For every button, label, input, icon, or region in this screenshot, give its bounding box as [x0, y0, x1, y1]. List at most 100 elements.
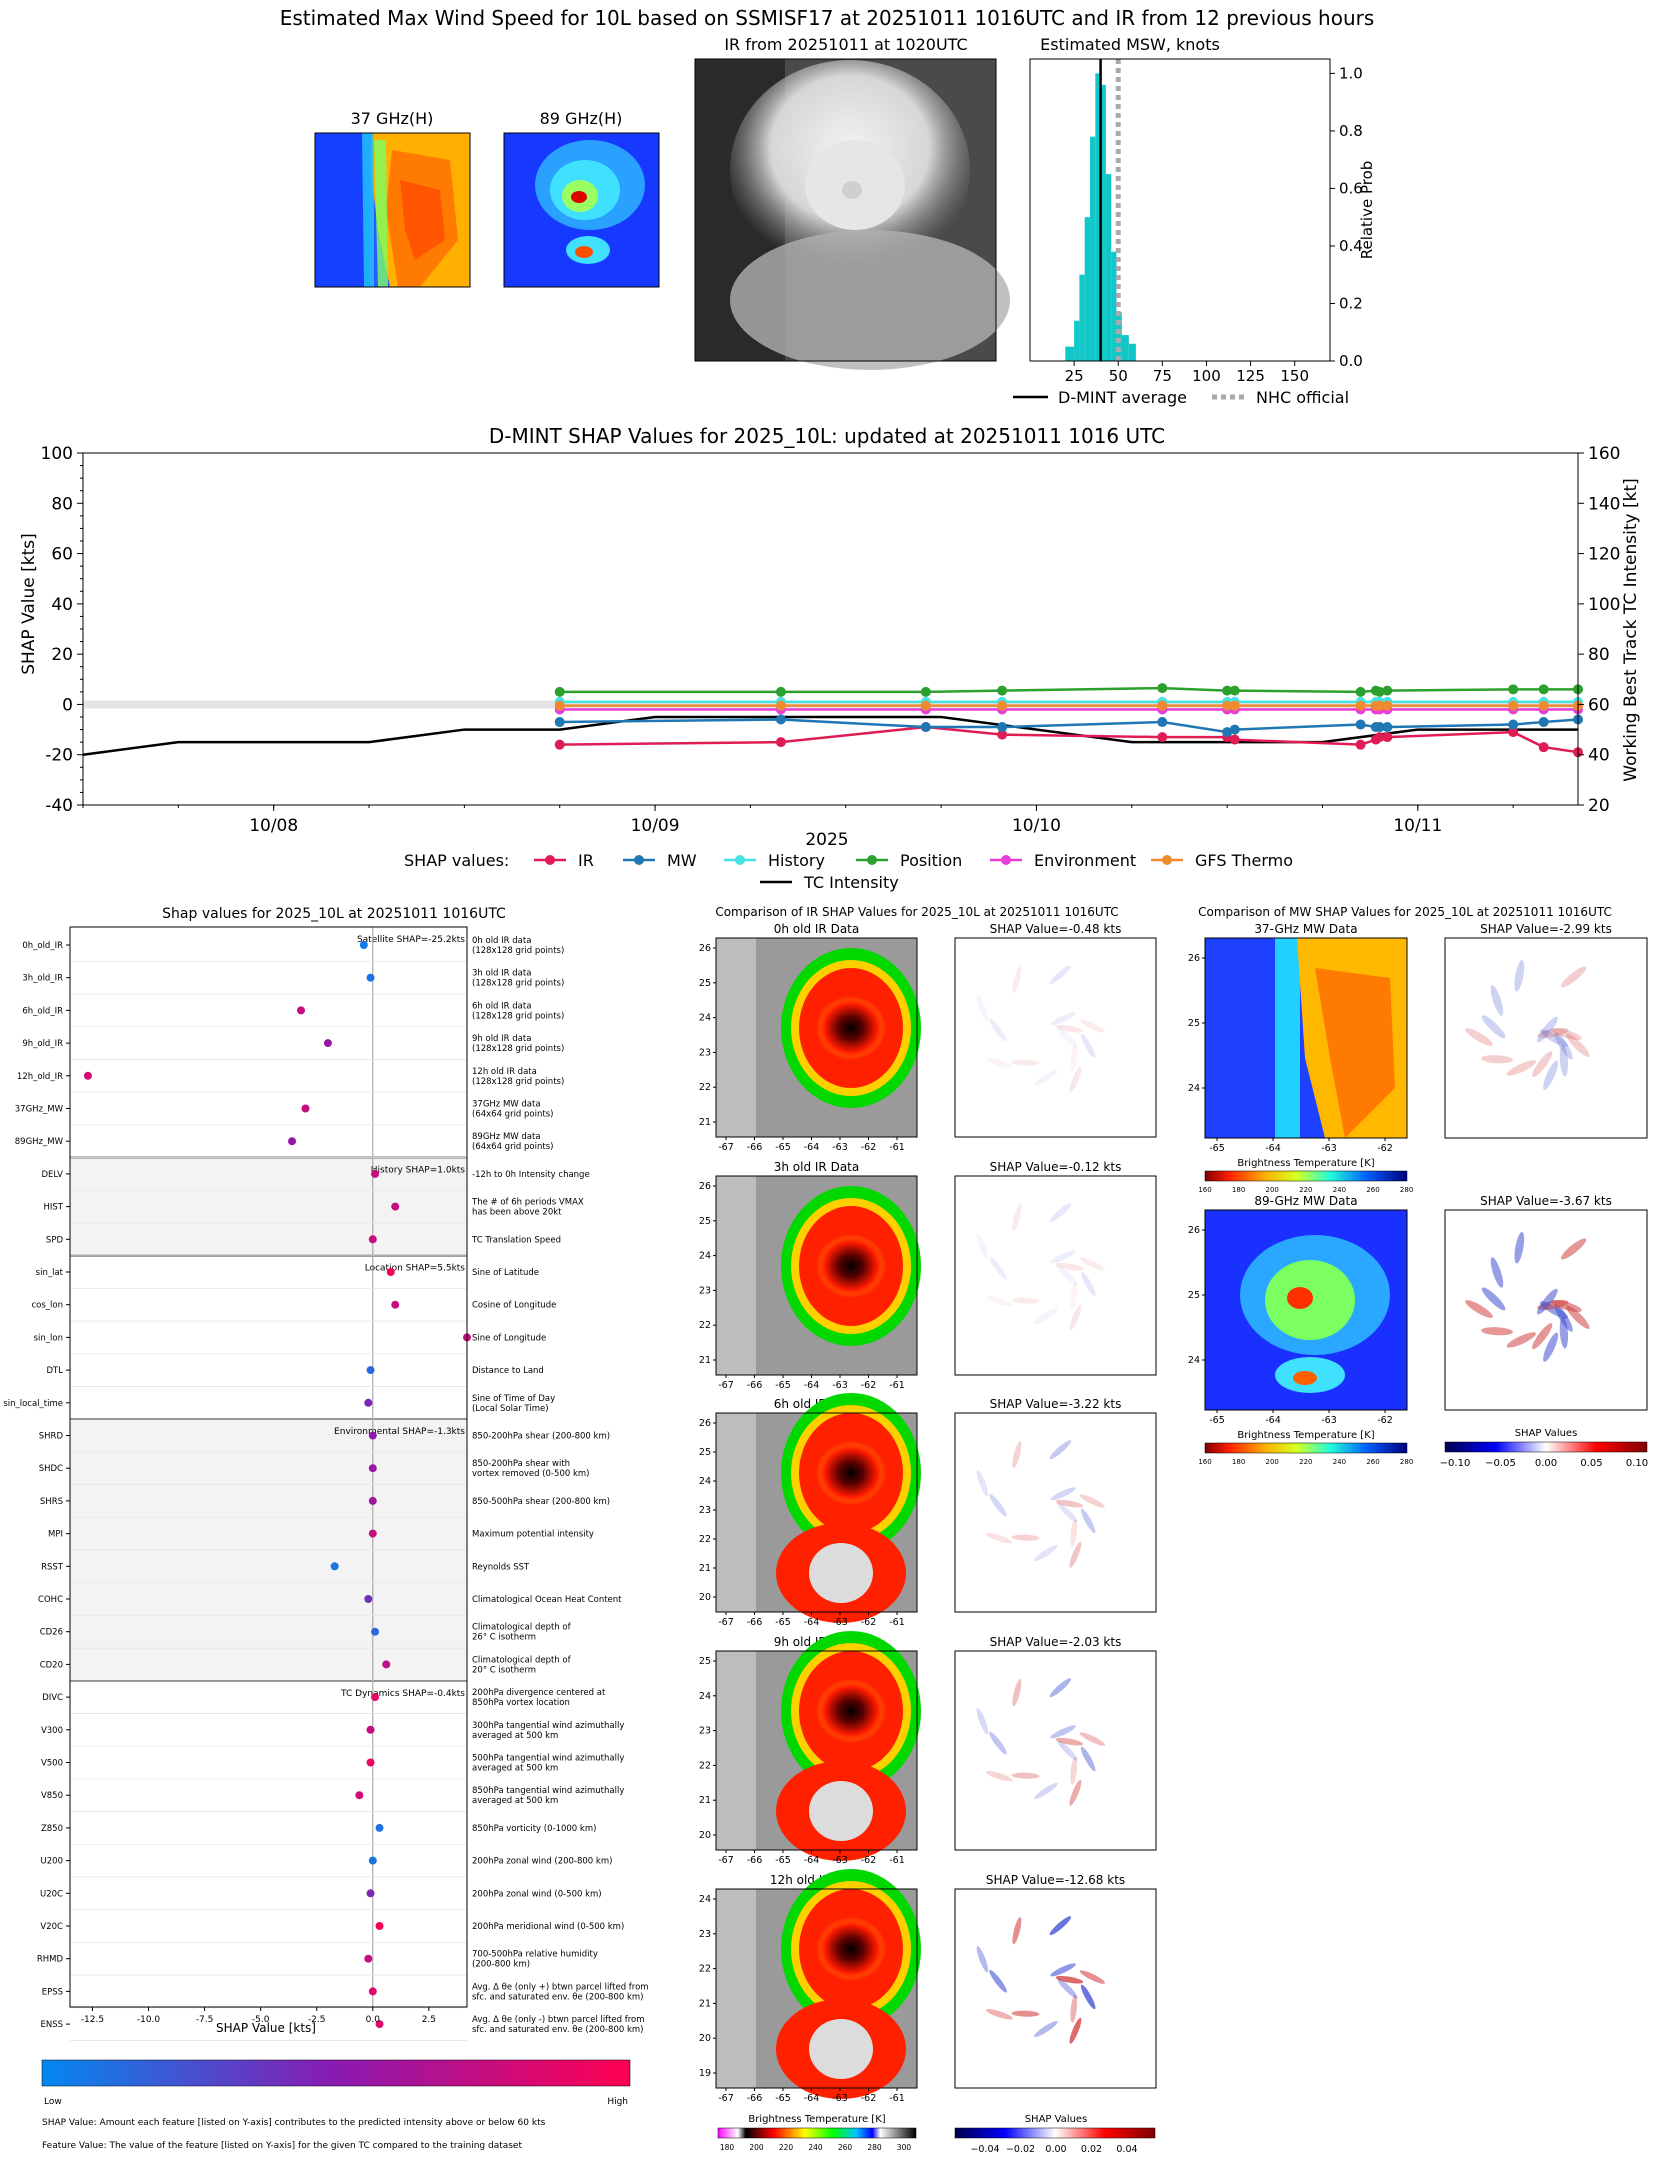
ir-cb-tick: 220	[779, 2143, 794, 2152]
ir-xtick-label: -61	[889, 2093, 905, 2104]
ir-shap-blob	[1069, 2017, 1082, 2044]
ts-point	[1508, 700, 1519, 711]
ir-shap-blob	[1079, 1970, 1106, 1984]
ts-ytick-label: 0	[62, 695, 73, 715]
bar-feature-desc: 850hPa tangential wind azimuthally	[472, 1786, 624, 1796]
msw-ytick-label: 0.2	[1339, 294, 1363, 312]
bar-feature-name: 89GHz_MW	[15, 1137, 64, 1147]
ir-panel-clear	[716, 1889, 756, 2088]
ts-ytick-right-label: 60	[1588, 695, 1610, 715]
msw-xtick-label: 25	[1065, 367, 1084, 385]
ir-xtick-label: -63	[832, 1855, 848, 1866]
ir-shap-blob	[1049, 1678, 1072, 1698]
ts-chart: -40 -20 0 20 40 60 80 100 20 40 60 80 100 120 140 160 10…	[41, 444, 1621, 836]
bar-feature-dot	[382, 1660, 391, 1669]
ir-shap-blob	[986, 2009, 1013, 2020]
bar-feature-desc: (64x64 grid points)	[472, 1110, 553, 1120]
msw-chart: 25 50 75 100 125 150 0.0 0.2 0.4 0.6 0.8 1.0	[1029, 58, 1363, 385]
bar-feature-desc: 26° C isotherm	[472, 1633, 536, 1643]
mw-xtick-label: -64	[1265, 1415, 1281, 1426]
ir-ytick-label: 22	[699, 1320, 711, 1331]
ts-ytick-right-label: 120	[1588, 545, 1620, 565]
ir-image	[694, 58, 1010, 370]
bar-xtick-label: -5.0	[252, 2015, 270, 2025]
mw-shap-blob	[1481, 1327, 1513, 1336]
ts-ytick-label: -20	[45, 746, 73, 766]
bar-feature-desc: 700-500hPa relative humidity	[472, 1950, 598, 1960]
ir-shap-blob	[1050, 1963, 1076, 1977]
colorbar-low: Low	[44, 2097, 62, 2107]
bar-feature-desc: vortex removed (0-500 km)	[472, 1469, 589, 1479]
mw-panel-frame	[1204, 1209, 1408, 1411]
mw-panel-title: 37-GHz MW Data	[1254, 922, 1357, 936]
mw-cb-tick: 220	[1299, 1186, 1312, 1194]
ir-shap-title: SHAP Value=-2.03 kts	[990, 1635, 1122, 1649]
ts-point	[1538, 742, 1549, 753]
ts-xtick-label: 10/10	[1012, 816, 1061, 836]
ir-shap-blob	[1069, 1304, 1082, 1331]
bar-feature-dot	[368, 1464, 377, 1473]
ir-ytick-label: 23	[699, 1505, 711, 1516]
mw-shap-cb-label: SHAP Values	[1515, 1428, 1578, 1439]
ir-ytick-label: 21	[699, 1117, 711, 1128]
ir-ytick-label: 21	[699, 1563, 711, 1574]
ir-shap-blob	[1011, 2010, 1040, 2017]
bar-feature-desc: 37GHz MW data	[472, 1100, 541, 1110]
ir-xtick-label: -62	[861, 2093, 877, 2104]
ir-panel-cold	[809, 2019, 873, 2079]
mw-shap-blob	[1490, 985, 1504, 1016]
mw-shap-blob	[1481, 1287, 1506, 1311]
mw-shap-blob	[1554, 1032, 1573, 1060]
mw-panel-hot	[1315, 968, 1395, 1138]
ts-series-line-mw	[559, 718, 1579, 734]
ts-point	[1374, 722, 1385, 733]
mw-shap-cb-tick: 0.00	[1535, 1458, 1557, 1469]
ir-shap-blob	[989, 1256, 1007, 1280]
bar-feature-desc: 850-200hPa shear with	[472, 1459, 570, 1469]
bar-title: Shap values for 2025_10L at 20251011 101…	[162, 906, 506, 922]
ir-ytick-label: 22	[699, 1082, 711, 1093]
mw-panel-band-core	[1293, 1371, 1317, 1385]
legend-dmint-label: D-MINT average	[1058, 388, 1187, 407]
ir-panel-frame	[715, 1650, 918, 1851]
ir-shap-blob	[976, 1946, 989, 1973]
ir-shap-blob	[1034, 1307, 1058, 1325]
bar-group-label: TC Dynamics SHAP=-0.4kts	[340, 1689, 465, 1699]
bar-feature-dot	[375, 2020, 384, 2029]
msw-bar	[1065, 346, 1075, 361]
ts-ytick-label: 20	[51, 645, 73, 665]
bar-feature-desc: 0h old IR data	[472, 936, 531, 946]
bar-feature-dot	[368, 1529, 377, 1538]
ts-legend-marker	[735, 855, 745, 865]
ir-xtick-label: -66	[747, 2093, 763, 2104]
ts-point	[1222, 700, 1233, 711]
ts-point	[1374, 700, 1385, 711]
bar-feature-name: DTL	[47, 1366, 64, 1376]
ts-frame	[82, 452, 1579, 806]
bar-feature-desc: (64x64 grid points)	[472, 1142, 553, 1152]
ir-xtick-label: -66	[747, 1617, 763, 1628]
ts-point	[1157, 732, 1168, 743]
ir-shap-blob	[976, 1470, 989, 1497]
mw-shap-blob	[1540, 1029, 1568, 1047]
ts-point	[1355, 719, 1366, 730]
ir-shap-blob	[1079, 1019, 1106, 1033]
mw-shap-blob	[1514, 959, 1525, 992]
bar-feature-dot	[330, 1562, 339, 1571]
ir-shap-blob	[1079, 1494, 1106, 1508]
ts-series-line-position	[559, 686, 1578, 694]
ir-ytick-label: 20	[699, 1830, 711, 1841]
bar-feature-dot	[391, 1202, 400, 1211]
bar-frame	[69, 926, 468, 2008]
ir-xtick-label: -61	[889, 1142, 905, 1153]
ir-shap-blob	[1011, 1059, 1040, 1066]
bar-feature-name: DIVC	[42, 1693, 63, 1703]
ts-point	[920, 700, 931, 711]
mw-cb-tick: 180	[1232, 1458, 1245, 1466]
ir-xtick-label: -65	[775, 1855, 791, 1866]
ir-xtick-label: -65	[775, 1617, 791, 1628]
ir-comparison: 0h old IR Data -67 -66 -65 -64 -63 -62 -61 21 22 2…	[699, 922, 1157, 2155]
ir-xtick-label: -67	[718, 1380, 734, 1391]
ir-shap-blob	[1069, 1066, 1082, 1093]
ts-ytick-label: 40	[51, 595, 73, 615]
